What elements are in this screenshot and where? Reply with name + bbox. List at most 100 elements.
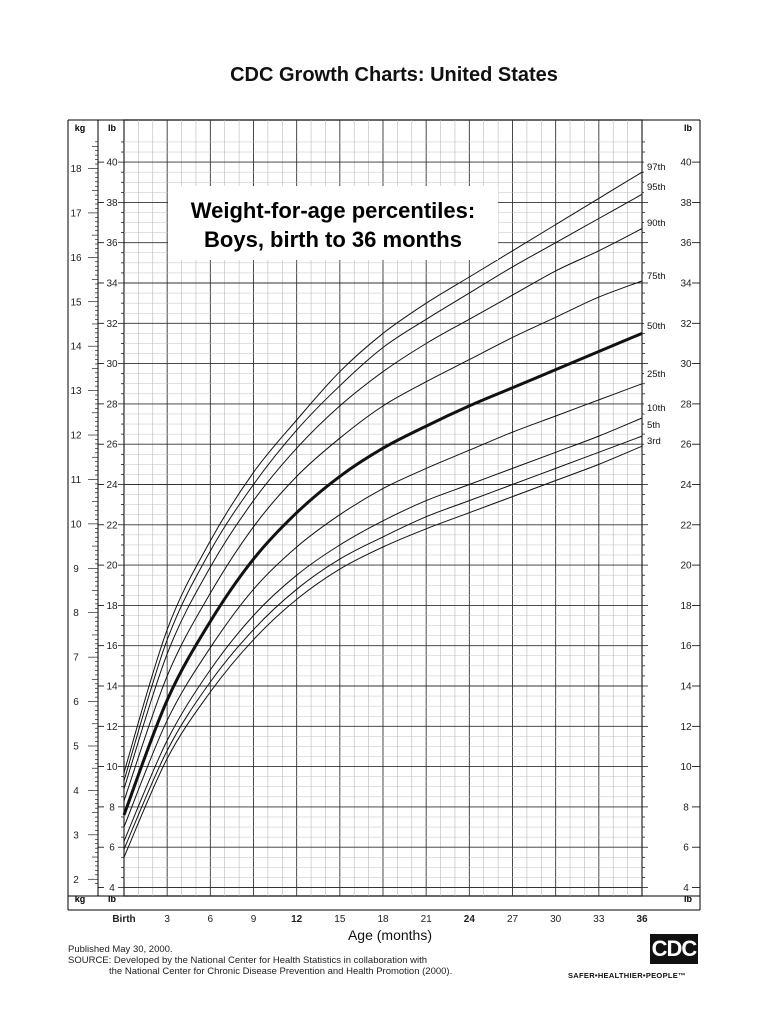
x-tick-label: 27	[507, 914, 519, 925]
lb-tick-label-left: 28	[106, 399, 118, 410]
percentile-curve-75th	[123, 280, 643, 802]
lb-unit-label-right-top: lb	[684, 123, 693, 133]
x-axis-title: Age (months)	[348, 927, 432, 943]
lb-tick-label-left: 6	[109, 843, 115, 854]
kg-tick-label: 8	[73, 608, 79, 619]
x-tick-label: Birth	[112, 914, 135, 925]
x-tick-label: 30	[550, 914, 562, 925]
percentile-curve-5th	[123, 435, 643, 850]
lb-tick-label-right: 24	[680, 480, 692, 491]
percentile-label-90th: 90th	[647, 218, 666, 229]
lb-tick-label-right: 30	[680, 359, 692, 370]
kg-tick-label: 15	[70, 297, 82, 308]
lb-tick-label-left: 24	[106, 480, 118, 491]
lb-tick-label-left: 38	[106, 198, 118, 209]
lb-unit-label-bottom: lb	[108, 894, 117, 904]
x-tick-label: 9	[251, 914, 257, 925]
kg-tick-label: 9	[73, 564, 79, 575]
kg-tick-label: 7	[73, 653, 79, 664]
lb-tick-label-right: 40	[680, 158, 692, 169]
chart-title: Weight-for-age percentiles:	[191, 198, 475, 223]
lb-tick-label-left: 12	[106, 722, 118, 733]
lb-tick-label-right: 6	[683, 843, 689, 854]
lb-tick-label-right: 22	[680, 520, 692, 531]
x-tick-label: 12	[291, 914, 303, 925]
percentile-curve-50th	[122, 332, 643, 816]
kg-tick-label: 12	[70, 431, 82, 442]
kg-tick-label: 13	[70, 386, 82, 397]
kg-tick-label: 18	[70, 164, 82, 175]
lb-tick-label-left: 16	[106, 641, 118, 652]
x-tick-label: 15	[334, 914, 346, 925]
kg-tick-label: 17	[70, 208, 82, 219]
chart-title-box	[168, 186, 498, 260]
percentile-label-95th: 95th	[647, 182, 666, 193]
lb-tick-label-left: 36	[106, 238, 118, 249]
percentile-curve-90th	[123, 228, 643, 789]
lb-tick-label-right: 36	[680, 238, 692, 249]
lb-tick-label-left: 14	[106, 682, 118, 693]
lb-tick-label-right: 32	[680, 319, 692, 330]
percentile-label-bg	[644, 217, 670, 229]
chart-subtitle: Boys, birth to 36 months	[204, 227, 462, 252]
kg-tick-label: 10	[70, 519, 82, 530]
lb-tick-label-right: 12	[680, 722, 692, 733]
percentile-label-50th: 50th	[647, 321, 666, 332]
kg-tick-label: 6	[73, 697, 79, 708]
lb-tick-label-right: 18	[680, 601, 692, 612]
lb-tick-label-left: 40	[106, 158, 118, 169]
page-title: CDC Growth Charts: United States	[230, 64, 558, 86]
cdc-tagline: SAFER•HEALTHIER•PEOPLE™	[568, 971, 686, 980]
x-tick-label: 6	[208, 914, 214, 925]
lb-unit-label-right-bottom: lb	[684, 894, 693, 904]
published-note: Published May 30, 2000.	[68, 944, 173, 955]
kg-tick-label: 11	[71, 475, 82, 486]
lb-tick-label-right: 16	[680, 641, 692, 652]
lb-tick-label-right: 10	[680, 762, 692, 773]
percentile-curve-25th	[123, 383, 643, 828]
source-line-2: the National Center for Chronic Disease …	[109, 966, 453, 977]
percentile-label-bg	[644, 402, 670, 414]
kg-unit-label-bottom: kg	[75, 894, 86, 904]
lb-tick-label-right: 8	[683, 802, 689, 813]
kg-unit-label-top: kg	[75, 123, 86, 133]
percentile-label-bg	[644, 270, 670, 282]
x-tick-label: 36	[636, 914, 648, 925]
percentile-label-97th: 97th	[647, 162, 666, 173]
percentile-label-bg	[644, 368, 670, 380]
x-tick-label: 24	[464, 914, 476, 925]
lb-tick-label-left: 20	[106, 561, 118, 572]
footer: Published May 30, 2000. SOURCE: Develope…	[68, 944, 452, 977]
lb-tick-label-right: 20	[680, 561, 692, 572]
x-tick-label: 21	[421, 914, 433, 925]
x-tick-label: 33	[593, 914, 605, 925]
kg-tick-label: 4	[73, 786, 79, 797]
lb-tick-label-left: 18	[106, 601, 118, 612]
percentile-label-10th: 10th	[647, 403, 666, 414]
percentile-curve-3rd	[123, 445, 643, 858]
lb-tick-label-left: 34	[106, 279, 118, 290]
lb-tick-label-left: 8	[109, 802, 115, 813]
kg-tick-label: 16	[70, 253, 82, 264]
percentile-curve-97th	[123, 171, 643, 773]
lb-tick-label-left: 4	[109, 883, 115, 894]
lb-tick-label-left: 10	[106, 762, 118, 773]
lb-tick-label-right: 14	[680, 682, 692, 693]
lb-tick-label-left: 26	[106, 440, 118, 451]
lb-tick-label-right: 26	[680, 440, 692, 451]
percentile-label-75th: 75th	[647, 271, 666, 282]
cdc-logo-mark: CDC	[650, 934, 698, 964]
x-tick-label: 18	[377, 914, 389, 925]
source-line-1: SOURCE: Developed by the National Center…	[68, 955, 428, 966]
percentile-label-bg	[644, 161, 670, 173]
kg-tick-label: 2	[73, 875, 79, 886]
percentile-label-bg	[644, 435, 670, 447]
percentile-label-3rd: 3rd	[647, 436, 661, 447]
percentile-curve-95th	[123, 193, 643, 781]
lb-tick-label-left: 30	[106, 359, 118, 370]
percentile-label-25th: 25th	[647, 369, 666, 380]
lb-tick-label-right: 4	[683, 883, 689, 894]
kg-tick-label: 3	[73, 830, 79, 841]
lb-tick-label-right: 34	[680, 279, 692, 290]
